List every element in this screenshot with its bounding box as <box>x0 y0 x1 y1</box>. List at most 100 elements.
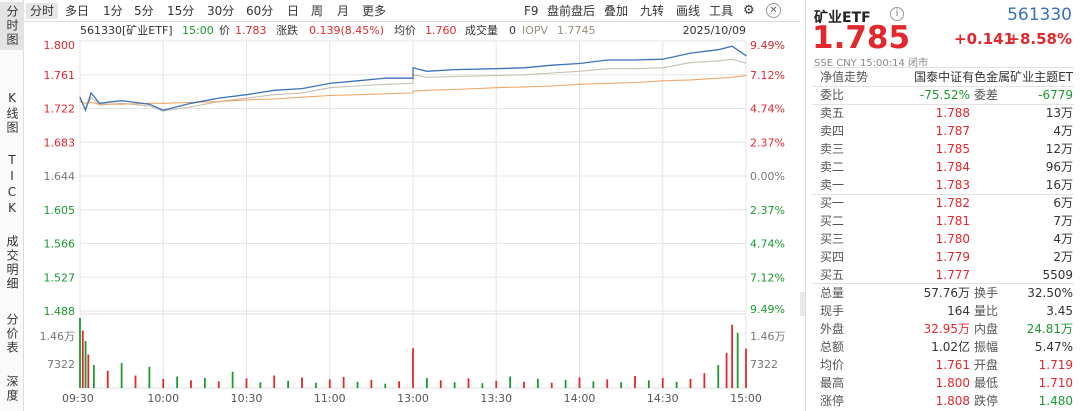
toolbar-tool-4[interactable]: 画线 <box>676 4 701 18</box>
info-code-name: 561330[矿业ETF] <box>80 24 173 37</box>
price-line-point <box>273 89 275 91</box>
bid-price: 1.782 <box>935 196 970 210</box>
info-change-label: 涨跌 <box>276 23 298 37</box>
avg-price-line-point <box>634 81 636 84</box>
bid-row[interactable]: 买五 1.777 5509 <box>806 266 1080 284</box>
period-tab-7[interactable]: 日 <box>287 4 300 18</box>
period-tab-5[interactable]: 30分 <box>207 4 235 18</box>
toolbar-tool-3[interactable]: 九转 <box>640 4 665 18</box>
toolbar-tool-0[interactable]: F9 <box>524 4 539 18</box>
stat-value: 1.761 <box>935 358 970 372</box>
left-tab-4[interactable]: 分价表 <box>5 313 19 355</box>
avg-price-line-point <box>329 94 331 97</box>
divider <box>812 194 1074 195</box>
avg-price-line-point <box>79 100 81 103</box>
toolbar-tool-2[interactable]: 叠加 <box>604 4 629 18</box>
avg-price-line-point <box>412 90 414 92</box>
nav-trend-link[interactable]: 净值走势 <box>820 70 869 84</box>
volume-tick-label: 7322 <box>47 358 75 371</box>
panel-collapse-handle[interactable] <box>800 292 805 316</box>
left-tab-1[interactable]: K线图 <box>5 91 19 135</box>
avg-price-line-point <box>689 79 692 81</box>
left-tab-0[interactable]: 分时图 <box>0 2 24 50</box>
price-tick-label: 1.566 <box>44 238 76 251</box>
period-tab-8[interactable]: 周 <box>311 4 324 18</box>
ask-row[interactable]: 卖一 1.783 16万 <box>806 176 1080 194</box>
volume-bar <box>342 376 345 388</box>
intraday-chart[interactable]: 1.800 1.761 1.722 1.683 1.644 1.605 1.566 1.527… <box>24 22 800 411</box>
volume-bar <box>606 379 609 388</box>
weibi-row: 委比 -75.52% 委差 -6779 <box>806 86 1080 104</box>
price-change-percent: +8.58% <box>1007 30 1072 48</box>
volume-bar <box>314 382 317 388</box>
left-tab-5[interactable]: 深度 <box>5 375 19 403</box>
avg-price-line-point <box>731 76 733 78</box>
volume-bar <box>717 364 720 388</box>
info-avg: 1.760 <box>425 24 457 37</box>
price-line-point <box>148 103 150 105</box>
iopv-line-point <box>606 68 608 70</box>
bid-price: 1.780 <box>935 232 970 246</box>
ask-row[interactable]: 卖三 1.785 12万 <box>806 140 1080 158</box>
ask-row[interactable]: 卖五 1.788 13万 <box>806 104 1080 122</box>
period-tab-1[interactable]: 多日 <box>65 4 90 18</box>
nav-row[interactable]: 净值走势 国泰中证有色金属矿业主题ET <box>806 68 1080 86</box>
left-tab-2[interactable]: TICK <box>5 153 19 217</box>
gear-icon[interactable]: ⚙ <box>743 3 755 18</box>
ask-row[interactable]: 卖四 1.787 4万 <box>806 122 1080 140</box>
weicha-value: -6779 <box>1038 88 1073 102</box>
stats-row: 现手 164 量比 3.45 <box>806 302 1080 320</box>
last-price: 1.785 <box>812 20 911 56</box>
info-volume: 0 <box>509 24 516 37</box>
toolbar-tool-1[interactable]: 盘前盘后 <box>547 4 596 18</box>
price-line-point <box>662 58 664 60</box>
time-tick-label: 10:00 <box>147 392 179 405</box>
period-tab-3[interactable]: 5分 <box>134 4 154 18</box>
stat-value: 1.719 <box>1038 358 1073 372</box>
iopv-line-point <box>689 62 692 64</box>
price-tick-label: 1.644 <box>44 170 76 183</box>
avg-price-line-point <box>301 96 303 98</box>
volume-tick-label: 7322 <box>750 358 778 371</box>
volume-bar <box>92 364 95 388</box>
ask-volume: 4万 <box>1053 124 1073 138</box>
bid-volume: 6万 <box>1053 196 1073 210</box>
ask-volume: 12万 <box>1045 142 1073 156</box>
toolbar-tool-5[interactable]: 工具 <box>709 4 734 18</box>
period-tab-0[interactable]: 分时 <box>26 3 59 19</box>
volume-bar <box>725 353 728 388</box>
avg-price-line-point <box>384 93 386 95</box>
period-tab-9[interactable]: 月 <box>337 4 350 18</box>
stat-value: 1.480 <box>1038 394 1073 408</box>
ask-row[interactable]: 卖二 1.784 96万 <box>806 158 1080 176</box>
volume-bar <box>634 376 636 388</box>
volume-bar <box>245 378 248 388</box>
close-icon[interactable]: ✕ <box>766 3 781 18</box>
price-tick-label: 1.722 <box>44 103 76 116</box>
bid-row[interactable]: 买四 1.779 2万 <box>806 248 1080 266</box>
avg-price-line-point <box>273 98 275 100</box>
stat-label: 总额 <box>820 340 845 354</box>
avg-price-line-point <box>356 94 359 96</box>
info-icon[interactable]: i <box>890 7 904 21</box>
period-tab-2[interactable]: 1分 <box>103 4 123 18</box>
avg-price-line-point <box>578 83 581 85</box>
period-tab-10[interactable]: 更多 <box>362 4 387 18</box>
left-tab-3[interactable]: 成交明细 <box>5 235 19 291</box>
bid-row[interactable]: 买三 1.780 4万 <box>806 230 1080 248</box>
stat-value: 3.45 <box>1046 304 1073 318</box>
period-tab-6[interactable]: 60分 <box>246 4 274 18</box>
price-tick-label: 1.683 <box>44 136 76 149</box>
bid-row[interactable]: 买一 1.782 6万 <box>806 194 1080 212</box>
period-tab-4[interactable]: 15分 <box>167 4 195 18</box>
price-line-point <box>745 55 747 57</box>
iopv-line-point <box>551 72 553 74</box>
tracking-index-name[interactable]: 国泰中证有色金属矿业主题ET <box>914 70 1073 84</box>
price-line-point <box>79 96 81 98</box>
stat-label: 振幅 <box>974 340 999 354</box>
stat-label: 量比 <box>974 304 999 318</box>
bid-row[interactable]: 买二 1.781 7万 <box>806 212 1080 230</box>
divider <box>812 104 1074 105</box>
stat-label: 换手 <box>974 286 999 300</box>
volume-bar <box>453 382 456 388</box>
